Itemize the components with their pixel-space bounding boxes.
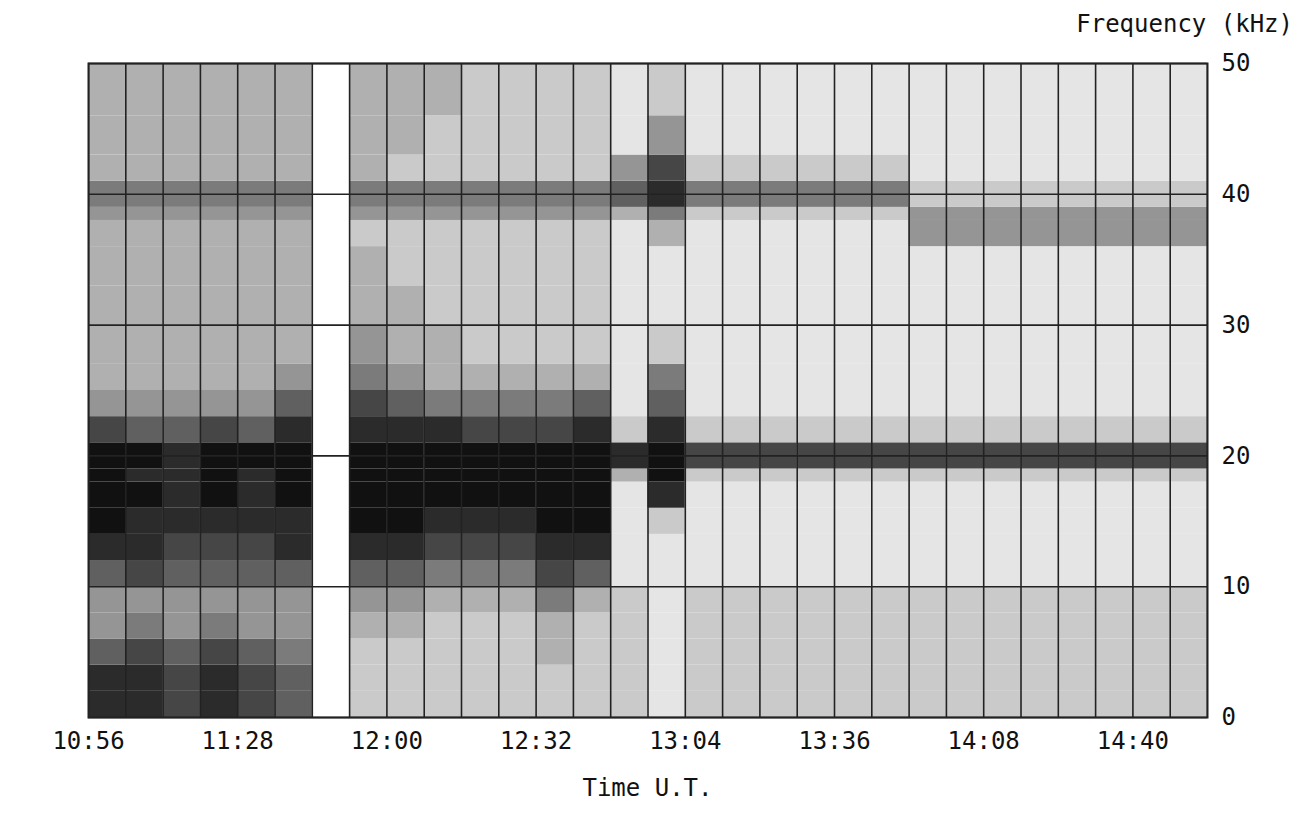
svg-text:0: 0 (1222, 703, 1236, 731)
svg-text:12:32: 12:32 (500, 727, 572, 755)
html-text:Frequency (kHz): Frequency (kHz) (1076, 10, 1293, 38)
svg-text:12:00: 12:00 (351, 727, 423, 755)
svg-text:20: 20 (1222, 442, 1251, 470)
svg-text:10:56: 10:56 (52, 727, 124, 755)
svg-text:13:04: 13:04 (649, 727, 721, 755)
svg-text:14:08: 14:08 (948, 727, 1020, 755)
svg-text:50: 50 (1222, 49, 1251, 77)
svg-text:11:28: 11:28 (202, 727, 274, 755)
svg-text:30: 30 (1222, 311, 1251, 339)
svg-text:40: 40 (1222, 180, 1251, 208)
svg-text:10: 10 (1222, 572, 1251, 600)
html-text:Time U.T.: Time U.T. (582, 774, 713, 802)
svg-text:13:36: 13:36 (798, 727, 870, 755)
svg-text:14:40: 14:40 (1097, 727, 1169, 755)
